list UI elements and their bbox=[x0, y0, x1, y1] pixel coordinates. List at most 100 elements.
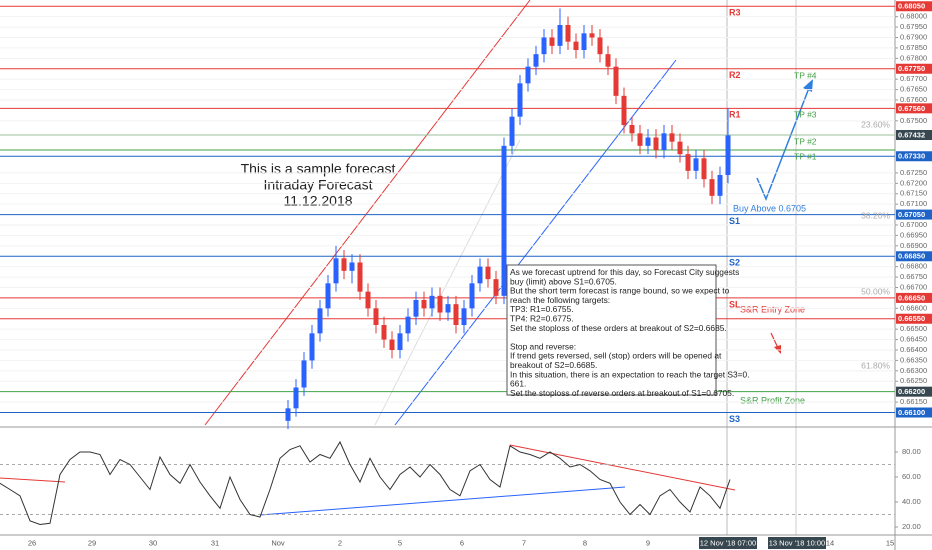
y-tick-label: 0.66950 bbox=[900, 230, 927, 239]
price-box bbox=[896, 130, 932, 140]
y-tick-label: 0.67000 bbox=[900, 220, 927, 229]
candle-body bbox=[669, 133, 675, 142]
x-tick-label: 30 bbox=[149, 538, 157, 547]
candle-body bbox=[629, 125, 635, 134]
candle-body bbox=[581, 33, 587, 50]
y-tick-label: 0.66450 bbox=[900, 335, 927, 344]
candle-body bbox=[685, 154, 691, 171]
note-line: Stop and reverse: bbox=[510, 341, 576, 351]
candle-body bbox=[549, 37, 555, 46]
fib-label: 23.60% bbox=[861, 119, 890, 129]
time-box bbox=[699, 537, 757, 549]
note-line: 661. bbox=[510, 379, 526, 389]
x-tick-label: 15 bbox=[886, 538, 894, 547]
candle-body bbox=[373, 308, 379, 325]
candle-body bbox=[429, 295, 435, 309]
candle-body bbox=[709, 179, 715, 196]
candle-body bbox=[461, 308, 467, 325]
candle-body bbox=[365, 291, 371, 309]
note-line: But the short term forecast is range bou… bbox=[510, 286, 730, 296]
price-box bbox=[896, 251, 932, 262]
candle-body bbox=[621, 95, 627, 125]
tp-label: TP #4 bbox=[794, 70, 817, 80]
candle-body bbox=[517, 83, 523, 117]
candle-body bbox=[693, 158, 699, 171]
candle-body bbox=[533, 54, 539, 67]
price-box-label: 0.67560 bbox=[898, 104, 925, 113]
y-tick-label: 80.00 bbox=[902, 447, 921, 456]
fib-label: 61.80% bbox=[861, 360, 890, 370]
annotation: S&R Entry Zone bbox=[740, 304, 805, 314]
price-box-label: 0.66100 bbox=[898, 408, 925, 417]
y-tick-label: 0.67150 bbox=[900, 189, 927, 198]
candle-body bbox=[661, 133, 667, 150]
forecast-arrow bbox=[756, 87, 810, 201]
price-box-label: 0.67432 bbox=[898, 130, 925, 139]
level-name: R3 bbox=[729, 8, 741, 18]
title: 11.12.2018 bbox=[283, 193, 352, 209]
annotation: S&R Profit Zone bbox=[740, 395, 805, 405]
y-tick-label: 0.67600 bbox=[900, 95, 927, 104]
level-name: R1 bbox=[729, 110, 741, 120]
fib-label: 38.20% bbox=[861, 210, 890, 220]
candle-body bbox=[717, 175, 723, 196]
y-tick-label: 0.67700 bbox=[900, 74, 927, 83]
price-box-label: 0.66850 bbox=[898, 252, 925, 261]
note-line: As we forecast uptrend for this day, so … bbox=[510, 267, 739, 277]
x-tick-label: 14 bbox=[826, 538, 834, 547]
candle-body bbox=[573, 41, 579, 50]
x-tick-label: 31 bbox=[211, 538, 219, 547]
candle-body bbox=[677, 141, 683, 155]
y-tick-label: 0.67850 bbox=[900, 43, 927, 52]
candle-body bbox=[381, 325, 387, 340]
x-tick-label: 9 bbox=[646, 538, 650, 547]
price-box-label: 0.66650 bbox=[898, 293, 925, 302]
price-box bbox=[896, 151, 932, 162]
candle-body bbox=[349, 262, 355, 271]
tp-label: TP #3 bbox=[794, 109, 817, 119]
candle-body bbox=[589, 33, 595, 38]
y-tick-label: 0.67950 bbox=[900, 22, 927, 31]
candle-body bbox=[293, 387, 299, 409]
price-box bbox=[896, 209, 932, 220]
candle-body bbox=[357, 262, 363, 292]
rsi-trend-line bbox=[259, 486, 626, 516]
rsi-line bbox=[0, 440, 731, 526]
candle-body bbox=[453, 304, 459, 325]
candles bbox=[285, 8, 731, 430]
y-tick-label: 0.67500 bbox=[900, 116, 927, 125]
price-box-label: 0.66200 bbox=[898, 387, 925, 396]
x-tick-label: 5 bbox=[398, 538, 402, 547]
level-name: S2 bbox=[729, 258, 740, 268]
y-tick-label: 0.67200 bbox=[900, 178, 927, 187]
candle-body bbox=[437, 295, 443, 313]
note-line: In this situation, there is an expectati… bbox=[510, 369, 750, 379]
price-box bbox=[896, 63, 932, 74]
trend-line bbox=[374, 139, 521, 426]
note-line: Set the stoploss of these orders at brea… bbox=[510, 323, 727, 333]
candle-body bbox=[493, 279, 499, 296]
candle-body bbox=[469, 283, 475, 309]
x-tick-label: Nov bbox=[271, 538, 285, 547]
note-line: breakout of S2=0.6685. bbox=[510, 360, 597, 370]
y-tick-label: 20.00 bbox=[902, 522, 921, 531]
candle-body bbox=[485, 266, 491, 280]
note-line: buy (limit) above S1=0.6705. bbox=[510, 276, 617, 286]
price-box-label: 0.66550 bbox=[898, 314, 925, 323]
x-tick-label: 2 bbox=[338, 538, 342, 547]
candle-body bbox=[397, 333, 403, 350]
y-tick-label: 60.00 bbox=[902, 472, 921, 481]
candle-body bbox=[325, 283, 331, 309]
candle-body bbox=[317, 308, 323, 334]
price-box bbox=[896, 103, 932, 114]
arrow-head bbox=[803, 79, 813, 92]
y-tick-label: 0.66900 bbox=[900, 241, 927, 250]
note-line: TP4: R2=0.6775. bbox=[510, 314, 574, 324]
trend-line bbox=[204, 0, 531, 426]
x-tick-label: 8 bbox=[583, 538, 587, 547]
candle-body bbox=[565, 25, 571, 42]
candle-body bbox=[341, 258, 347, 271]
candle-body bbox=[389, 339, 395, 350]
